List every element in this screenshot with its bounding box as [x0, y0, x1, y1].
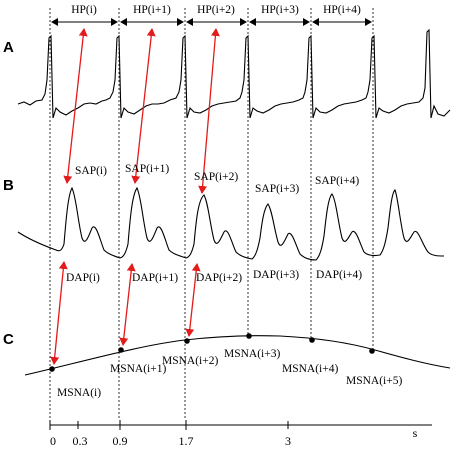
- sap-label: SAP(i+2): [194, 171, 238, 183]
- time-unit-label: s: [413, 426, 418, 440]
- blood-pressure-trace: [17, 186, 445, 261]
- msna-markers: [49, 333, 375, 372]
- dap-label: DAP(i+4): [316, 269, 362, 281]
- hp-label: HP(i+1): [133, 4, 171, 16]
- panel-label-b: B: [3, 177, 14, 194]
- guide-lines: [49, 8, 374, 420]
- dap-label: DAP(i): [66, 272, 100, 284]
- msna-point: [309, 337, 315, 343]
- panel-label-c: C: [3, 331, 14, 348]
- dap-to-msna-arrow: [185, 263, 201, 337]
- msna-point: [246, 333, 252, 339]
- msna-point: [118, 347, 124, 353]
- msna-label: MSNA(i+2): [162, 355, 218, 367]
- msna-label: MSNA(i+3): [224, 348, 280, 360]
- ecg-trace: [17, 28, 451, 119]
- time-tick-label: 3: [285, 434, 291, 448]
- time-tick-label: 0.3: [73, 434, 88, 448]
- hp-label: HP(i+2): [197, 4, 235, 16]
- sap-label: SAP(i+4): [315, 175, 359, 187]
- sap-label: SAP(i): [75, 165, 107, 177]
- msna-label: MSNA(i): [57, 387, 101, 399]
- msna-label: MSNA(i+4): [282, 363, 338, 375]
- msna-label: MSNA(i+5): [346, 375, 402, 387]
- hp-to-sap-arrow: [198, 28, 220, 194]
- time-tick-label: 0: [50, 434, 56, 448]
- dap-label: DAP(i+3): [253, 269, 299, 281]
- dap-label: DAP(i+2): [196, 272, 242, 284]
- time-tick-label: 1.7: [179, 434, 194, 448]
- panel-label-a: A: [3, 39, 14, 56]
- msna-label: MSNA(i+1): [110, 363, 166, 375]
- msna-point: [369, 348, 375, 354]
- hp-label: HP(i): [71, 4, 97, 16]
- time-axis: [49, 420, 432, 430]
- time-tick-label: 0.9: [113, 434, 128, 448]
- coupling-arrows: [50, 28, 220, 365]
- hp-to-sap-arrow: [131, 28, 156, 184]
- dap-to-msna-arrow: [50, 261, 68, 365]
- hp-label: HP(i+3): [261, 4, 299, 16]
- hp-label: HP(i+4): [323, 4, 361, 16]
- dap-to-msna-arrow: [119, 263, 136, 346]
- msna-point: [49, 366, 55, 372]
- sap-label: SAP(i+1): [125, 163, 169, 175]
- sap-label: SAP(i+3): [255, 183, 299, 195]
- hp-to-sap-arrow: [63, 28, 88, 184]
- msna-curve: [24, 335, 451, 376]
- dap-label: DAP(i+1): [132, 272, 178, 284]
- msna-point: [184, 338, 190, 344]
